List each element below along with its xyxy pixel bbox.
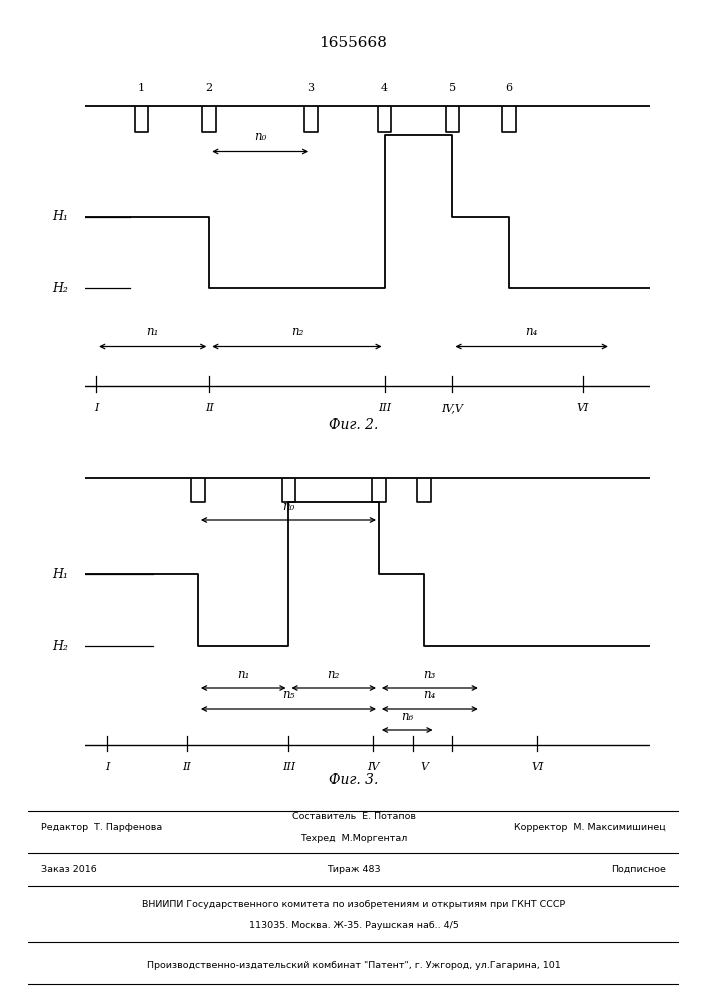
- Text: n₁: n₁: [146, 325, 159, 338]
- Text: Тираж 483: Тираж 483: [327, 865, 380, 874]
- Text: V: V: [420, 762, 428, 772]
- Text: Производственно-издательский комбинат "Патент", г. Ужгород, ул.Гагарина, 101: Производственно-издательский комбинат "П…: [146, 961, 561, 970]
- Text: II: II: [205, 403, 214, 413]
- Text: 113035. Москва. Ж-35. Раушская наб.. 4/5: 113035. Москва. Ж-35. Раушская наб.. 4/5: [249, 921, 458, 930]
- Text: 5: 5: [449, 83, 456, 93]
- Text: 1: 1: [138, 83, 145, 93]
- Text: IV: IV: [367, 762, 380, 772]
- Text: n₄: n₄: [423, 688, 436, 702]
- Text: Подписное: Подписное: [611, 865, 666, 874]
- Text: 6: 6: [506, 83, 513, 93]
- Text: VI: VI: [531, 762, 544, 772]
- Text: 4: 4: [381, 83, 388, 93]
- Text: Н₁: Н₁: [52, 568, 68, 580]
- Text: II: II: [182, 762, 191, 772]
- Text: 2: 2: [206, 83, 213, 93]
- Text: n₃: n₃: [423, 668, 436, 680]
- Text: III: III: [378, 403, 391, 413]
- Text: Фиг. 3.: Фиг. 3.: [329, 773, 378, 787]
- Text: n₆: n₆: [401, 710, 414, 722]
- Text: Фиг. 2.: Фиг. 2.: [329, 418, 378, 432]
- Text: Н₁: Н₁: [52, 210, 68, 223]
- Text: Составитель  Е. Потапов: Составитель Е. Потапов: [291, 812, 416, 821]
- Text: Н₂: Н₂: [52, 640, 68, 652]
- Text: I: I: [105, 762, 110, 772]
- Text: Корректор  М. Максимишинец: Корректор М. Максимишинец: [514, 823, 666, 832]
- Text: Техред  М.Моргентал: Техред М.Моргентал: [300, 834, 407, 843]
- Text: VI: VI: [576, 403, 589, 413]
- Text: I: I: [94, 403, 98, 413]
- Text: Заказ 2016: Заказ 2016: [41, 865, 97, 874]
- Text: IV,V: IV,V: [442, 403, 463, 413]
- Text: ВНИИПИ Государственного комитета по изобретениям и открытиям при ГКНТ СССР: ВНИИПИ Государственного комитета по изоб…: [142, 900, 565, 909]
- Text: 1655668: 1655668: [320, 36, 387, 50]
- Text: n₅: n₅: [282, 688, 295, 702]
- Text: n₄: n₄: [525, 325, 538, 338]
- Text: n₁: n₁: [237, 668, 250, 680]
- Text: n₂: n₂: [291, 325, 303, 338]
- Text: III: III: [282, 762, 295, 772]
- Text: 3: 3: [308, 83, 315, 93]
- Text: n₀: n₀: [282, 499, 295, 512]
- Text: Н₂: Н₂: [52, 282, 68, 294]
- Text: n₂: n₂: [327, 668, 340, 680]
- Text: Редактор  Т. Парфенова: Редактор Т. Парфенова: [41, 823, 163, 832]
- Text: n₀: n₀: [254, 130, 267, 143]
